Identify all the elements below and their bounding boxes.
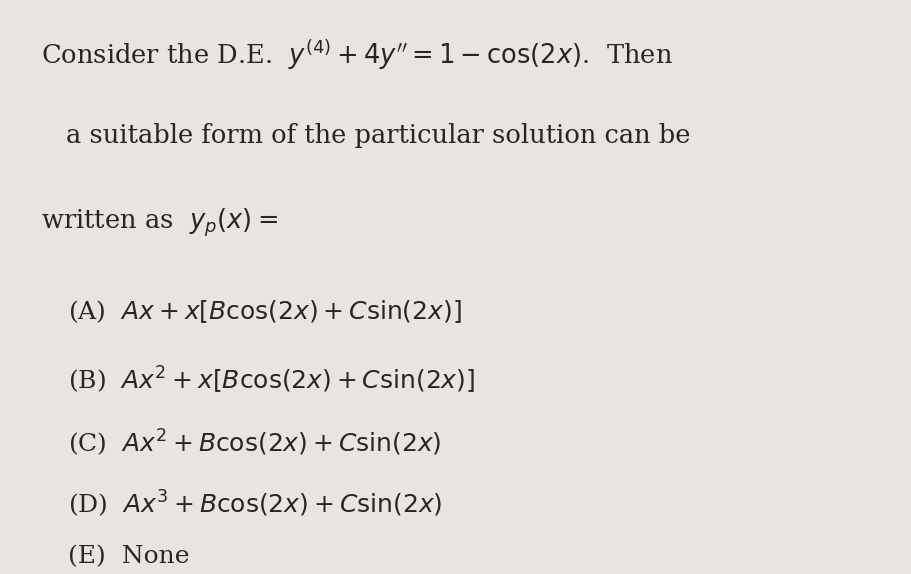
Text: (B)  $Ax^2 + x[B\cos(2x) + C\sin(2x)]$: (B) $Ax^2 + x[B\cos(2x) + C\sin(2x)]$ — [68, 364, 475, 395]
Text: written as  $y_p(x) =$: written as $y_p(x) =$ — [41, 207, 278, 239]
Text: (A)  $Ax + x[B\cos(2x) + C\sin(2x)]$: (A) $Ax + x[B\cos(2x) + C\sin(2x)]$ — [68, 298, 462, 325]
Text: a suitable form of the particular solution can be: a suitable form of the particular soluti… — [66, 123, 690, 149]
Text: (D)  $Ax^3 + B\cos(2x) + C\sin(2x)$: (D) $Ax^3 + B\cos(2x) + C\sin(2x)$ — [68, 488, 443, 519]
Text: (E)  None: (E) None — [68, 545, 189, 568]
Text: (C)  $Ax^2 + B\cos(2x) + C\sin(2x)$: (C) $Ax^2 + B\cos(2x) + C\sin(2x)$ — [68, 428, 442, 459]
Text: Consider the D.E.  $y^{(4)} + 4y'' = 1 - \cos(2x)$.  Then: Consider the D.E. $y^{(4)} + 4y'' = 1 - … — [41, 37, 672, 72]
